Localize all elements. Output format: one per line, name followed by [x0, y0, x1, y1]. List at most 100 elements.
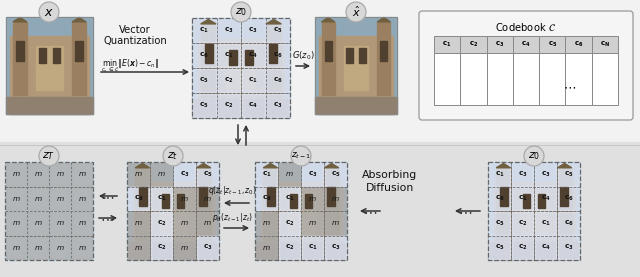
Bar	[245, 50, 253, 65]
Bar	[132, 182, 214, 259]
Text: $\mathbf{c_5}$: $\mathbf{c_5}$	[331, 170, 340, 179]
Text: $m$: $m$	[56, 170, 65, 178]
Bar	[557, 212, 579, 235]
Text: $m$: $m$	[308, 219, 317, 227]
Bar	[256, 163, 277, 186]
Bar	[201, 24, 216, 98]
Text: $m$: $m$	[34, 219, 42, 227]
Bar	[534, 187, 556, 210]
Bar	[128, 236, 149, 259]
Bar	[193, 94, 216, 117]
Bar	[193, 99, 289, 117]
Bar	[17, 41, 24, 61]
Bar	[39, 48, 46, 63]
Bar	[150, 163, 172, 186]
Bar	[460, 36, 486, 53]
Bar	[565, 36, 592, 53]
Bar	[301, 187, 323, 210]
Text: $\mathbf{c_1}$: $\mathbf{c_1}$	[157, 194, 166, 203]
Bar	[193, 19, 216, 42]
Circle shape	[291, 146, 311, 166]
Bar	[538, 194, 545, 208]
Bar	[150, 236, 172, 259]
Text: $p_\theta(z_{t-1}|z_t)$: $p_\theta(z_{t-1}|z_t)$	[212, 211, 252, 224]
Polygon shape	[72, 17, 86, 22]
Text: $\mathbf{c_6}$: $\mathbf{c_6}$	[574, 40, 583, 49]
Text: $\hat{x}$: $\hat{x}$	[351, 5, 360, 19]
Text: $m$: $m$	[285, 170, 294, 178]
Bar	[539, 36, 565, 53]
Text: $\cdots$: $\cdots$	[363, 204, 377, 218]
Bar	[278, 187, 300, 210]
Bar	[256, 242, 346, 259]
Bar	[592, 53, 618, 105]
Bar	[266, 24, 282, 98]
Circle shape	[163, 146, 183, 166]
Bar	[266, 94, 289, 117]
Bar	[36, 46, 63, 90]
Bar	[159, 192, 186, 235]
Bar	[28, 212, 48, 235]
Text: $\mathbf{c_3}$: $\mathbf{c_3}$	[203, 243, 212, 252]
Bar	[557, 236, 579, 259]
Bar	[28, 236, 48, 259]
Bar	[290, 194, 298, 208]
Bar	[460, 53, 486, 105]
Bar	[128, 187, 149, 210]
Text: $\mathbf{c_1}$: $\mathbf{c_1}$	[200, 26, 209, 35]
Text: $\mathbf{c_1}$: $\mathbf{c_1}$	[285, 194, 294, 203]
Bar	[196, 212, 218, 235]
Bar	[324, 212, 346, 235]
Text: $\mathbf{c_4}$: $\mathbf{c_4}$	[541, 194, 550, 203]
Text: $\mathbf{c_1}$: $\mathbf{c_1}$	[224, 51, 234, 60]
Bar	[193, 19, 289, 117]
Bar	[534, 163, 556, 186]
Bar	[150, 212, 172, 235]
Bar	[434, 53, 460, 105]
FancyBboxPatch shape	[419, 11, 633, 120]
Bar	[72, 212, 92, 235]
Bar	[534, 212, 556, 235]
Text: $m$: $m$	[134, 244, 143, 252]
Bar	[513, 36, 539, 53]
Bar	[512, 212, 533, 235]
Bar	[520, 192, 547, 235]
Text: $\mathbf{c_3}$: $\mathbf{c_3}$	[495, 40, 504, 49]
Text: $m$: $m$	[134, 219, 143, 227]
Bar	[380, 41, 387, 61]
Bar	[319, 36, 393, 114]
Bar	[266, 19, 289, 42]
Bar	[6, 236, 26, 259]
Bar	[198, 39, 284, 117]
Text: $m$: $m$	[12, 195, 20, 203]
Bar	[489, 187, 510, 210]
Bar	[75, 41, 83, 61]
Text: $\mathbf{c_6}$: $\mathbf{c_6}$	[134, 194, 143, 203]
Bar	[53, 48, 60, 63]
Text: $\cdots$: $\cdots$	[458, 204, 472, 218]
Text: $\mathbf{c_5}$: $\mathbf{c_5}$	[495, 219, 504, 228]
Text: $\mathbf{c_2}$: $\mathbf{c_2}$	[518, 219, 527, 228]
Text: $\mathbf{c_2}$: $\mathbf{c_2}$	[285, 243, 294, 252]
Text: $\mathbf{c_5}$: $\mathbf{c_5}$	[495, 243, 504, 252]
Bar	[255, 162, 347, 260]
Bar	[524, 194, 531, 208]
Bar	[489, 212, 510, 235]
Text: $\cdots$: $\cdots$	[100, 189, 114, 203]
Bar	[325, 41, 332, 61]
Text: $\mathbf{c_4}$: $\mathbf{c_4}$	[541, 243, 550, 252]
Circle shape	[39, 146, 59, 166]
Bar	[512, 236, 533, 259]
Text: $\mathbf{c_3}$: $\mathbf{c_3}$	[518, 170, 527, 179]
Bar	[315, 17, 397, 114]
Text: $m$: $m$	[203, 219, 212, 227]
Text: $\mathbf{c_2}$: $\mathbf{c_2}$	[224, 76, 234, 85]
Polygon shape	[135, 163, 150, 168]
Text: $\mathbf{c_5}$: $\mathbf{c_5}$	[548, 40, 557, 49]
Bar	[173, 187, 195, 210]
Text: $m$: $m$	[56, 219, 65, 227]
Text: $m$: $m$	[12, 170, 20, 178]
Text: $\mathbf{c_2}$: $\mathbf{c_2}$	[224, 101, 234, 110]
Bar	[315, 97, 397, 114]
Bar	[217, 69, 240, 92]
